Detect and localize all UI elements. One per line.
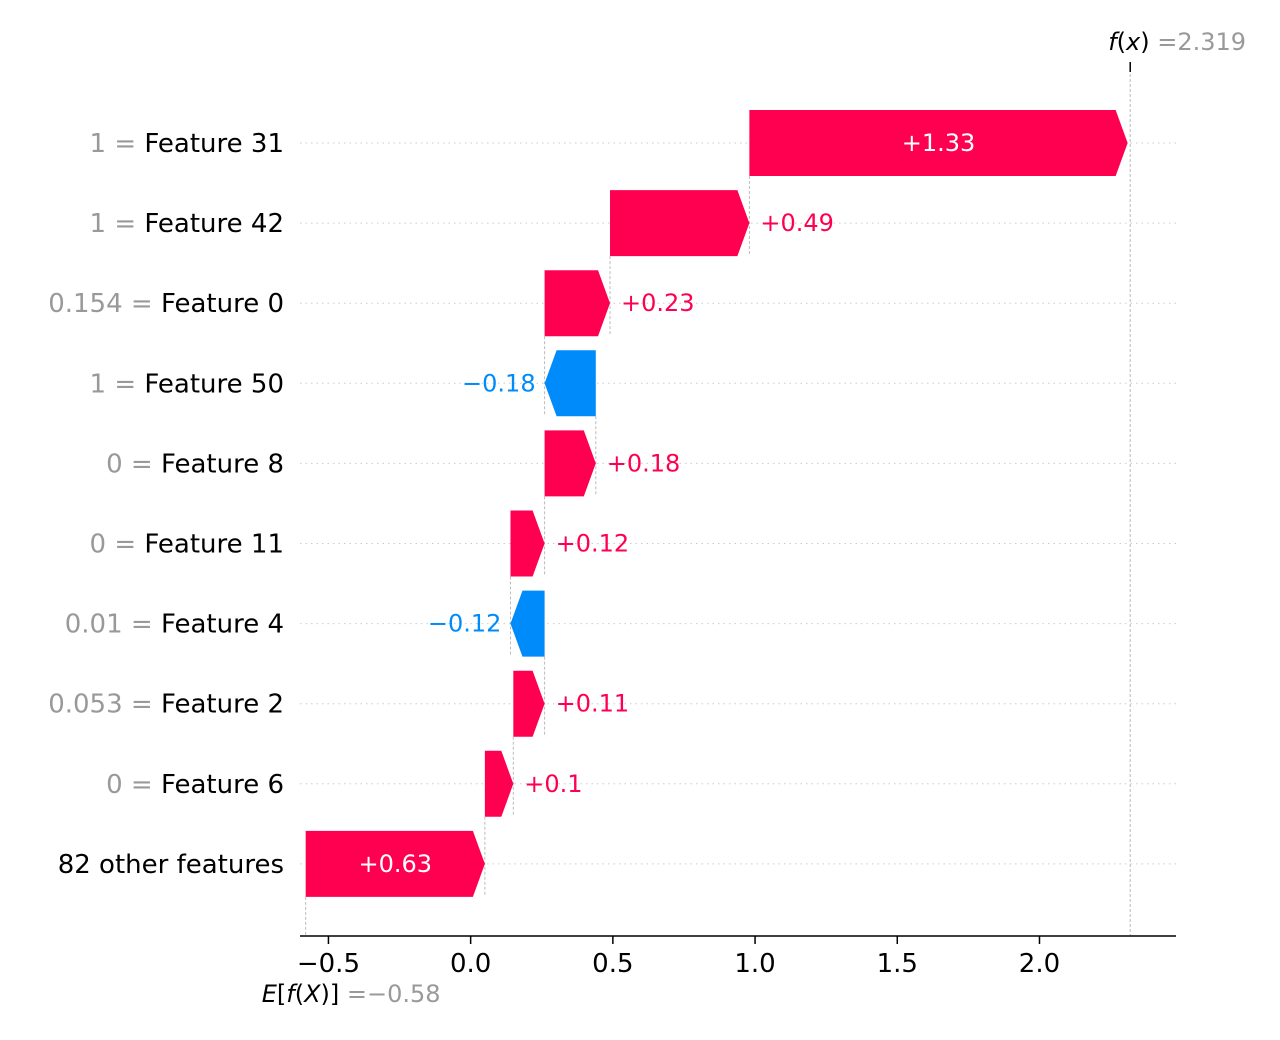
bar-positive: [510, 510, 545, 577]
feature-label: 1 = Feature 31: [90, 129, 284, 159]
feature-label: 0.01 = Feature 4: [65, 610, 284, 640]
bar-value-label: −0.18: [462, 369, 536, 397]
feature-label: 1 = Feature 42: [90, 209, 284, 239]
bar-value-label: +0.18: [607, 449, 681, 477]
bar-positive: [484, 750, 514, 817]
bar-value-label: −0.12: [428, 610, 502, 638]
bar-value-label: +1.33: [902, 129, 976, 157]
x-tick-label: 1.0: [734, 949, 775, 979]
feature-label: 1 = Feature 50: [90, 369, 284, 399]
feature-label: 0.053 = Feature 2: [48, 690, 284, 720]
bar-positive: [305, 830, 485, 897]
bar-positive: [513, 670, 545, 737]
feature-label: 0.154 = Feature 0: [48, 289, 284, 319]
bar-value-label: +0.23: [621, 289, 695, 317]
bar-positive: [544, 270, 611, 337]
bar-value-label: +0.49: [760, 209, 834, 237]
feature-label: 82 other features: [58, 850, 284, 880]
output-value-annotation: f(x) =2.319: [1108, 28, 1246, 56]
base-value-annotation: E[f(X)] =−0.58: [262, 980, 441, 1008]
x-tick-label: −0.5: [297, 949, 360, 979]
x-tick-label: 0.0: [450, 949, 491, 979]
x-tick-label: 2.0: [1019, 949, 1060, 979]
bar-value-label: +0.1: [524, 770, 582, 798]
x-tick-label: 1.5: [877, 949, 918, 979]
bar-value-label: +0.63: [359, 850, 433, 878]
feature-label: 0 = Feature 8: [106, 449, 284, 479]
bar-value-label: +0.11: [556, 690, 630, 718]
bar-positive: [610, 190, 750, 257]
bar-value-label: +0.12: [556, 530, 630, 558]
bar-negative: [544, 350, 596, 417]
bar-negative: [510, 590, 545, 657]
bar-positive: [544, 430, 596, 497]
feature-label: 0 = Feature 11: [90, 530, 284, 560]
bar-positive: [749, 110, 1128, 176]
x-tick-label: 0.5: [592, 949, 633, 979]
feature-label: 0 = Feature 6: [106, 770, 284, 800]
